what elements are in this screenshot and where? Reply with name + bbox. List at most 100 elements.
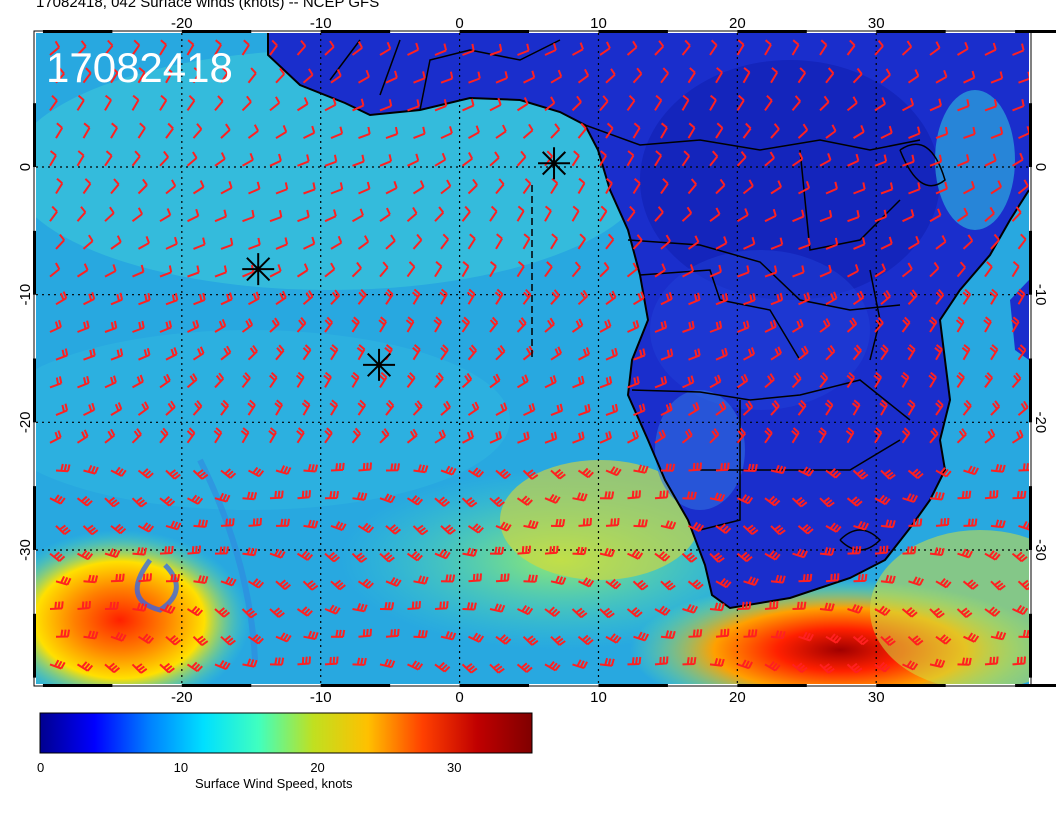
- wind-barb: [770, 180, 783, 195]
- frame-bar: [876, 684, 946, 687]
- wind-barb: [660, 67, 669, 84]
- wind-barb: [357, 522, 375, 534]
- wind-barb: [824, 399, 834, 416]
- wind-barb: [296, 606, 313, 617]
- wind-barb: [880, 344, 889, 361]
- wind-barb: [358, 126, 371, 140]
- wind-barb: [462, 98, 475, 112]
- wind-barb: [791, 662, 808, 673]
- wind-barb: [385, 576, 402, 587]
- wind-barb: [963, 632, 980, 643]
- wind-barb: [467, 401, 480, 416]
- frame-bar: [1029, 103, 1032, 168]
- wind-barb: [880, 519, 896, 529]
- wind-barb: [110, 178, 120, 195]
- wind-barb: [627, 376, 640, 389]
- wind-barb: [324, 490, 339, 500]
- wind-barb: [385, 463, 400, 472]
- wind-barb: [764, 427, 773, 444]
- wind-barb: [626, 94, 636, 111]
- wind-barb: [76, 661, 94, 672]
- colorbar-tick-label: 20: [310, 760, 325, 775]
- wind-barb: [159, 373, 171, 389]
- wind-barb: [165, 520, 182, 531]
- wind-barb: [137, 401, 150, 416]
- wind-barb: [357, 578, 374, 589]
- wind-barb: [220, 123, 231, 139]
- wind-barb: [516, 495, 533, 506]
- wind-barb: [378, 371, 388, 388]
- wind-barb: [681, 150, 691, 167]
- wind-barb: [770, 400, 780, 416]
- wind-barb: [990, 71, 1004, 84]
- wind-barb: [104, 548, 121, 558]
- wind-barb: [489, 546, 505, 555]
- wind-barb: [825, 237, 839, 250]
- wind-barb: [352, 603, 368, 613]
- wind-barb: [1017, 579, 1029, 591]
- wind-barb: [990, 580, 1006, 591]
- wind-barb: [984, 261, 993, 278]
- colorbar-tick-label: 30: [447, 760, 462, 775]
- wind-barb: [743, 629, 758, 638]
- wind-barb: [605, 290, 617, 306]
- wind-barb: [247, 399, 256, 416]
- wind-barb: [660, 520, 677, 530]
- wind-barb: [798, 180, 811, 195]
- wind-barb: [49, 150, 57, 167]
- wind-barb: [159, 604, 176, 615]
- wind-barb: [159, 545, 174, 555]
- wind-barb: [240, 427, 250, 444]
- wind-barb: [461, 663, 478, 674]
- wind-barb: [935, 69, 948, 84]
- lon-tick-label-top: 30: [868, 15, 885, 32]
- wind-barb: [351, 552, 368, 563]
- asterisk-marker: [538, 147, 571, 180]
- wind-barb: [688, 348, 701, 361]
- wind-barb: [83, 348, 96, 361]
- wind-barb: [984, 206, 995, 222]
- wind-barb: [83, 465, 99, 475]
- wind-barb: [1011, 206, 1022, 222]
- wind-barb: [192, 400, 203, 416]
- frame-bars: [33, 30, 1056, 687]
- wind-barb: [632, 579, 649, 591]
- wind-barb: [544, 660, 561, 672]
- wind-barb: [688, 292, 701, 306]
- wind-barb: [687, 402, 700, 416]
- wind-barb: [350, 371, 360, 388]
- wind-barb: [49, 494, 66, 505]
- wind-barb: [214, 607, 231, 618]
- frame-bar: [33, 230, 36, 295]
- wind-barb: [248, 237, 261, 250]
- wind-barb: [302, 580, 319, 591]
- wind-barb: [819, 663, 835, 674]
- wind-barb: [571, 318, 584, 333]
- wind-barb: [660, 463, 676, 472]
- wind-barb: [330, 462, 345, 472]
- wind-barb: [303, 236, 316, 250]
- wind-barb: [955, 316, 965, 333]
- wind-barb: [633, 464, 649, 474]
- wind-barb: [434, 43, 448, 56]
- wind-barb: [269, 607, 285, 618]
- wind-barb: [357, 399, 367, 416]
- wind-barb: [1018, 520, 1029, 531]
- wind-barb: [440, 631, 457, 641]
- wind-barb: [956, 428, 967, 444]
- wind-barb: [324, 316, 333, 333]
- wind-barb: [192, 635, 209, 647]
- wind-barb: [406, 261, 416, 278]
- wind-barb: [159, 662, 175, 674]
- wind-barb: [352, 154, 365, 167]
- wind-barb: [385, 70, 398, 84]
- wind-barb: [269, 39, 278, 56]
- wind-barb: [681, 428, 693, 444]
- wind-barb: [412, 524, 429, 536]
- wind-barb: [956, 371, 965, 388]
- wind-barb: [269, 264, 282, 278]
- wind-barb: [104, 375, 117, 389]
- wind-barb: [165, 179, 177, 195]
- wind-barb: [192, 346, 205, 361]
